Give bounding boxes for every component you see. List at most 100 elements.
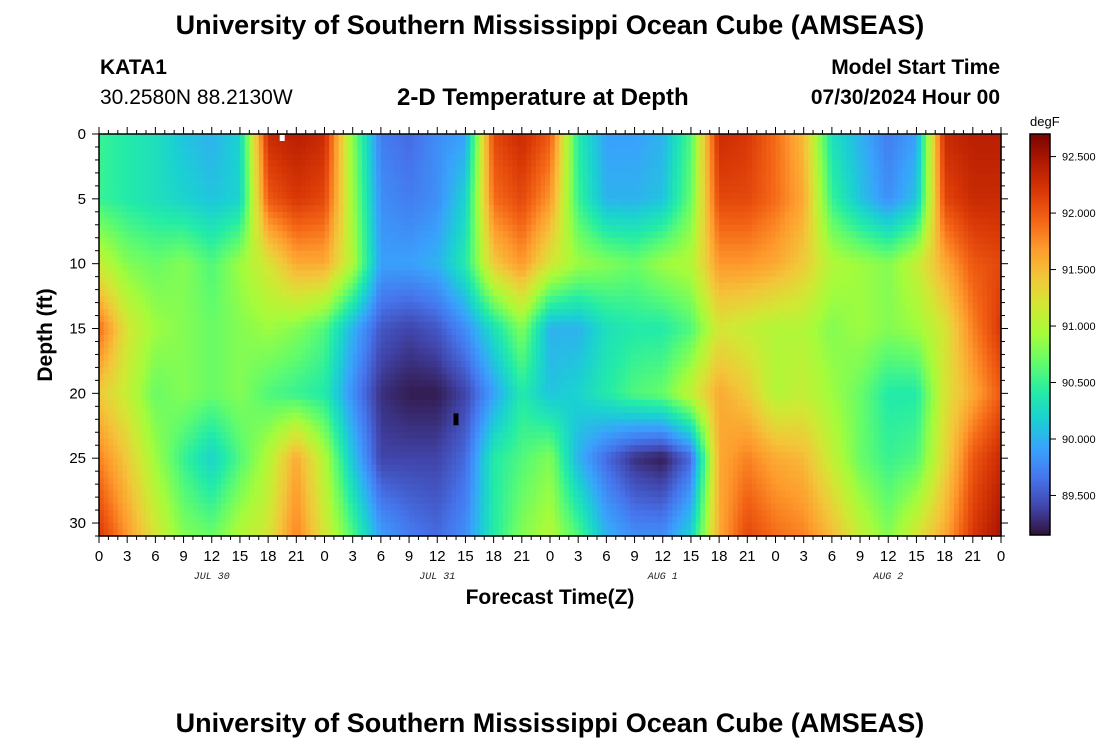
heatmap-cell [709, 146, 716, 155]
heatmap-cell [798, 140, 805, 148]
heatmap-cell [272, 296, 279, 304]
heatmap-cell [291, 153, 297, 161]
heatmap-cell [686, 276, 692, 284]
heatmap-cell [798, 179, 805, 187]
heatmap-cell [470, 270, 476, 278]
heatmap-cell [512, 211, 518, 219]
heatmap-cell [272, 270, 279, 278]
heatmap-cell [723, 211, 730, 219]
heatmap-cell [780, 205, 786, 213]
heatmap-cell [761, 192, 767, 200]
heatmap-cell [808, 224, 814, 232]
heatmap-cell [535, 289, 542, 297]
heatmap-cell [954, 283, 960, 291]
heatmap-cell [385, 231, 391, 239]
heatmap-cell [310, 159, 316, 168]
heatmap-cell [503, 192, 509, 200]
heatmap-cell [343, 218, 349, 226]
heatmap-cell [465, 283, 471, 291]
heatmap-cell [362, 153, 368, 161]
heatmap-cell [554, 166, 560, 174]
heatmap-cell [770, 198, 777, 206]
heatmap-cell [423, 224, 429, 232]
heatmap-cell [174, 185, 180, 193]
heatmap-cell [813, 198, 819, 206]
heatmap-cell [676, 244, 683, 252]
heatmap-cell [352, 283, 358, 291]
heatmap-cell [357, 270, 363, 278]
heatmap-cell [850, 283, 856, 291]
heatmap-cell [277, 250, 283, 258]
heatmap-cell [362, 172, 368, 180]
heatmap-cell [789, 231, 795, 239]
heatmap-cell [399, 159, 405, 168]
heatmap-cell [305, 146, 312, 155]
heatmap-cell [244, 140, 250, 148]
heatmap-cell [662, 270, 669, 278]
heatmap-cell [376, 179, 382, 187]
heatmap-cell [404, 205, 410, 213]
heatmap-cell [766, 296, 772, 304]
heatmap-cell [446, 198, 452, 206]
heatmap-cell [103, 159, 109, 168]
heatmap-cell [399, 276, 405, 284]
heatmap-cell [197, 166, 203, 174]
heatmap-cell [441, 205, 448, 213]
heatmap-cell [996, 244, 1002, 252]
heatmap-cell [291, 276, 297, 284]
heatmap-cell [935, 289, 941, 297]
heatmap-cell [954, 211, 960, 219]
heatmap-cell [277, 153, 283, 161]
heatmap-cell [559, 224, 565, 232]
heatmap-cell [517, 153, 523, 161]
heatmap-cell [986, 159, 993, 168]
heatmap-cell [531, 166, 537, 174]
heatmap-cell [141, 250, 147, 258]
heatmap-cell [427, 140, 434, 148]
heatmap-cell [263, 244, 269, 252]
heatmap-cell [578, 263, 584, 271]
heatmap-cell [831, 283, 838, 291]
heatmap-cell [831, 140, 838, 148]
heatmap-cell [620, 205, 626, 213]
heatmap-cell [366, 250, 373, 258]
heatmap-cell [935, 296, 941, 304]
heatmap-cell [296, 257, 302, 265]
heatmap-cell [380, 185, 387, 193]
heatmap-cell [864, 192, 871, 200]
heatmap-cell [845, 192, 852, 200]
heatmap-cell [164, 166, 171, 174]
heatmap-cell [723, 205, 730, 213]
heatmap-cell [174, 172, 180, 180]
heatmap-cell [254, 192, 260, 200]
heatmap-cell [282, 166, 288, 174]
heatmap-cell [667, 263, 673, 271]
heatmap-cell [864, 140, 871, 148]
heatmap-cell [968, 270, 974, 278]
heatmap-cell [357, 179, 363, 187]
heatmap-cell [728, 159, 734, 168]
heatmap-cell [183, 192, 189, 200]
heatmap-cell [319, 205, 326, 213]
heatmap-cell [211, 166, 218, 174]
heatmap-cell [667, 283, 673, 291]
heatmap-cell [864, 211, 871, 219]
heatmap-cell [498, 276, 504, 284]
heatmap-cell [592, 283, 598, 291]
heatmap-cell [413, 237, 420, 245]
heatmap-cell [888, 179, 894, 187]
heatmap-cell [770, 296, 777, 304]
heatmap-cell [188, 134, 194, 142]
heatmap-cell [282, 283, 288, 291]
heatmap-cell [150, 179, 156, 187]
heatmap-cell [131, 218, 138, 226]
heatmap-cell [634, 185, 640, 193]
heatmap-cell [798, 198, 805, 206]
heatmap-cell [860, 179, 866, 187]
heatmap-cell [390, 296, 396, 304]
heatmap-cell [892, 244, 899, 252]
heatmap-cell [178, 283, 185, 291]
heatmap-cell [892, 270, 899, 278]
heatmap-cell [954, 257, 960, 265]
heatmap-cell [263, 218, 269, 226]
